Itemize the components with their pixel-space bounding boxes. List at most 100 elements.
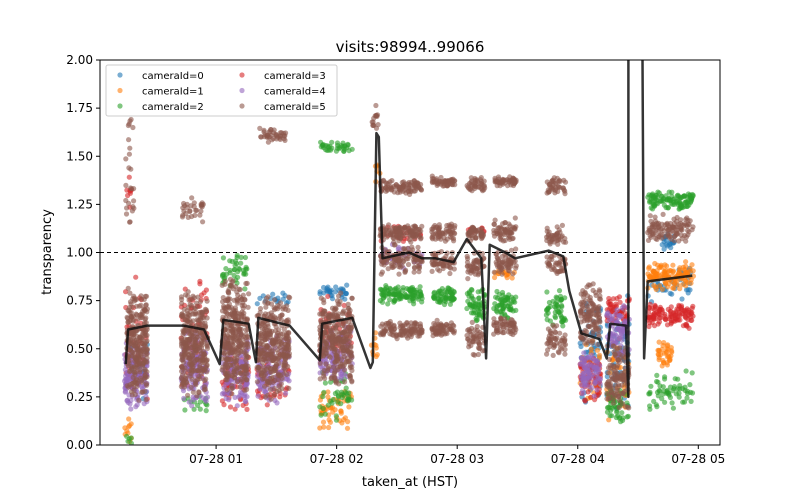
data-point-camera-2 (688, 198, 694, 204)
data-point-camera-5 (128, 185, 134, 191)
data-point-camera-5 (126, 137, 132, 143)
data-point-camera-5 (143, 315, 149, 321)
data-point-camera-5 (334, 358, 340, 364)
data-point-camera-5 (187, 356, 193, 362)
data-point-camera-2 (419, 295, 425, 302)
data-point-camera-1 (662, 271, 668, 278)
data-point-camera-2 (450, 291, 456, 297)
data-point-camera-5 (227, 326, 234, 332)
data-point-camera-2 (661, 202, 668, 208)
data-point-camera-2 (684, 395, 690, 401)
data-point-camera-5 (188, 367, 195, 373)
data-point-camera-2 (349, 146, 355, 152)
data-point-camera-5 (347, 307, 353, 314)
data-point-camera-5 (272, 297, 278, 303)
data-point-camera-5 (444, 330, 450, 337)
data-point-camera-5 (385, 266, 391, 272)
data-point-camera-4 (613, 339, 619, 345)
data-point-camera-5 (473, 235, 479, 241)
data-point-camera-5 (408, 324, 414, 330)
data-point-camera-5 (190, 293, 196, 299)
data-point-camera-5 (408, 329, 414, 335)
data-point-camera-5 (384, 180, 390, 186)
data-point-camera-2 (382, 293, 389, 299)
data-point-camera-5 (472, 231, 478, 237)
data-point-camera-5 (187, 208, 193, 214)
data-point-camera-5 (389, 178, 395, 184)
data-point-camera-2 (473, 316, 479, 322)
data-point-camera-5 (132, 295, 138, 301)
data-point-camera-2 (387, 297, 393, 303)
data-point-camera-5 (229, 283, 235, 289)
data-point-camera-5 (142, 388, 148, 394)
data-point-camera-2 (404, 294, 410, 300)
data-point-camera-5 (138, 377, 145, 383)
data-point-camera-2 (558, 297, 564, 303)
data-point-camera-5 (127, 145, 133, 151)
data-point-camera-3 (264, 402, 270, 408)
data-point-camera-5 (412, 223, 418, 229)
data-point-camera-2 (238, 260, 244, 266)
data-point-camera-5 (185, 293, 191, 299)
data-point-camera-1 (665, 342, 671, 348)
data-point-camera-5 (286, 344, 292, 350)
data-point-camera-2 (413, 289, 419, 295)
data-point-camera-4 (618, 313, 624, 320)
data-point-camera-5 (190, 311, 196, 317)
data-point-camera-3 (126, 174, 132, 180)
data-point-camera-5 (130, 318, 136, 324)
data-point-camera-2 (667, 198, 673, 204)
data-point-camera-2 (552, 315, 559, 321)
data-point-camera-4 (581, 371, 587, 377)
data-point-camera-5 (234, 365, 240, 372)
data-point-camera-5 (344, 344, 350, 350)
data-point-camera-5 (178, 375, 185, 381)
data-point-camera-2 (418, 291, 424, 297)
data-point-camera-2 (323, 142, 329, 149)
data-point-camera-2 (335, 394, 342, 400)
data-point-camera-5 (191, 200, 197, 206)
data-point-camera-5 (403, 329, 409, 335)
data-point-camera-5 (268, 301, 275, 307)
data-point-camera-4 (609, 317, 615, 324)
data-point-camera-5 (403, 190, 409, 196)
data-point-camera-4 (586, 354, 592, 360)
data-point-camera-5 (200, 219, 206, 225)
data-point-camera-2 (233, 258, 239, 264)
data-point-camera-5 (328, 375, 334, 381)
data-point-camera-5 (183, 210, 189, 217)
data-point-camera-2 (669, 189, 675, 195)
data-point-camera-2 (442, 292, 448, 298)
data-point-camera-5 (334, 298, 340, 304)
data-point-camera-5 (386, 227, 392, 233)
data-point-camera-5 (270, 337, 276, 343)
data-point-camera-5 (125, 122, 131, 129)
data-point-camera-3 (674, 317, 680, 323)
data-point-camera-3 (646, 315, 653, 321)
data-point-camera-5 (435, 266, 441, 272)
data-point-camera-1 (321, 424, 327, 430)
data-point-camera-5 (391, 322, 397, 328)
data-point-camera-5 (261, 364, 267, 370)
data-point-camera-5 (238, 371, 244, 377)
data-point-camera-5 (383, 188, 389, 194)
data-point-camera-2 (670, 405, 677, 411)
data-point-camera-5 (471, 264, 477, 270)
data-point-camera-5 (126, 319, 133, 325)
data-point-camera-5 (265, 344, 271, 350)
data-point-camera-4 (223, 395, 229, 402)
data-point-camera-5 (472, 185, 478, 192)
data-point-camera-5 (276, 355, 282, 362)
data-point-camera-5 (181, 348, 187, 354)
data-point-camera-5 (273, 361, 279, 367)
data-point-camera-0 (329, 296, 336, 302)
data-point-camera-5 (236, 286, 242, 292)
data-point-camera-2 (620, 417, 626, 423)
data-point-camera-5 (411, 321, 417, 327)
data-point-camera-5 (402, 224, 408, 230)
data-point-camera-5 (278, 381, 284, 387)
data-point-camera-5 (272, 307, 278, 313)
data-point-camera-2 (407, 288, 413, 294)
data-point-camera-5 (258, 336, 264, 342)
